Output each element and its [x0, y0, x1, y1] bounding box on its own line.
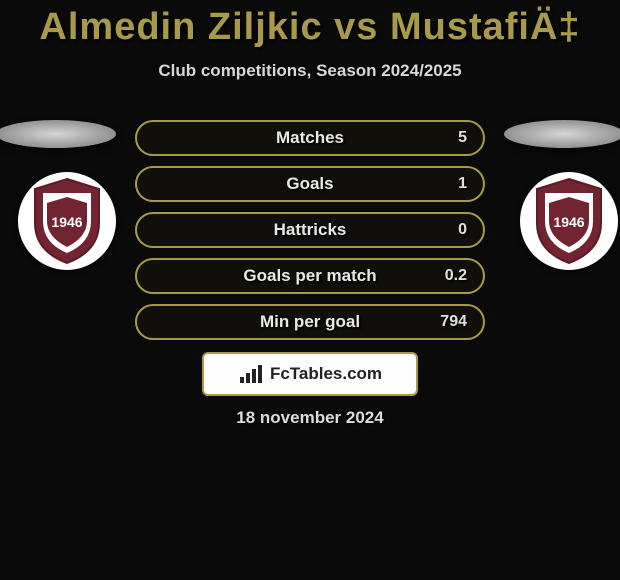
stat-value: 0.2 [445, 267, 467, 285]
stat-label: Goals [286, 174, 333, 194]
logo-text: FcTables.com [270, 364, 382, 384]
stat-row-matches: Matches 5 [135, 120, 485, 156]
snapshot-date: 18 november 2024 [0, 408, 620, 428]
shield-icon: 1946 FK [529, 177, 609, 265]
stat-value: 5 [458, 129, 467, 147]
stat-row-goals-per-match: Goals per match 0.2 [135, 258, 485, 294]
stat-row-hattricks: Hattricks 0 [135, 212, 485, 248]
player-right-halo [504, 120, 620, 148]
club-crest-right: 1946 FK [520, 172, 618, 270]
fctables-logo: FcTables.com [202, 352, 418, 396]
svg-text:FK: FK [62, 184, 73, 193]
stat-label: Matches [276, 128, 344, 148]
stat-value: 1 [458, 175, 467, 193]
club-crest-left: 1946 FK [18, 172, 116, 270]
stat-value: 0 [458, 221, 467, 239]
stat-row-min-per-goal: Min per goal 794 [135, 304, 485, 340]
stat-label: Hattricks [274, 220, 347, 240]
stats-container: Matches 5 Goals 1 Hattricks 0 Goals per … [135, 120, 485, 350]
shield-icon: 1946 FK [27, 177, 107, 265]
svg-text:1946: 1946 [553, 214, 584, 230]
svg-text:1946: 1946 [51, 214, 82, 230]
svg-text:FK: FK [564, 184, 575, 193]
stat-row-goals: Goals 1 [135, 166, 485, 202]
stat-label: Min per goal [260, 312, 360, 332]
stat-value: 794 [440, 313, 467, 331]
subtitle: Club competitions, Season 2024/2025 [0, 61, 620, 81]
player-left-halo [0, 120, 116, 148]
bar-chart-icon [238, 363, 266, 385]
page-title: Almedin Ziljkic vs MustafiÄ‡ [0, 0, 620, 49]
stat-label: Goals per match [243, 266, 376, 286]
